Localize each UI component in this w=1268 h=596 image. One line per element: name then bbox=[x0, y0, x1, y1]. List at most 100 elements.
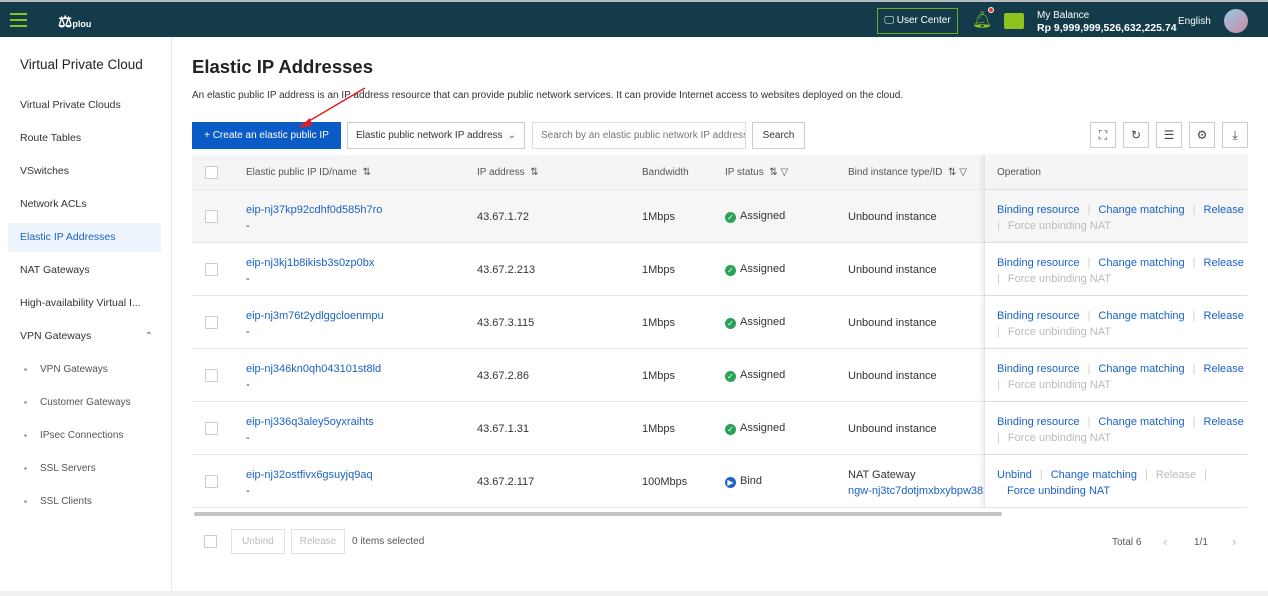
bell-icon[interactable]: 🔔︎ bbox=[972, 12, 993, 29]
unbind-link[interactable]: Unbind bbox=[997, 469, 1032, 481]
select-all-checkbox[interactable] bbox=[205, 166, 218, 179]
release-link[interactable]: Release bbox=[1203, 310, 1244, 322]
change-matching-link[interactable]: Change matching bbox=[1098, 363, 1185, 375]
operation-cell: Binding resource | Change matching | Release… bbox=[984, 296, 1248, 348]
change-matching-link[interactable]: Change matching bbox=[1050, 469, 1137, 481]
filter-select-value: Elastic public network IP address bbox=[356, 130, 503, 141]
change-matching-link[interactable]: Change matching bbox=[1098, 416, 1185, 428]
binding-resource-link[interactable]: Binding resource bbox=[997, 363, 1080, 375]
release-link[interactable]: Release bbox=[1155, 469, 1197, 481]
header-name[interactable]: Elastic public IP ID/name ⇅ bbox=[246, 167, 371, 178]
change-matching-link[interactable]: Change matching bbox=[1098, 310, 1185, 322]
create-eip-button[interactable]: + Create an elastic public IP bbox=[192, 122, 341, 149]
sidebar-sub-ssl-servers[interactable]: SSL Servers bbox=[8, 454, 161, 483]
wallet-icon[interactable] bbox=[1004, 13, 1024, 29]
footer-select-all-checkbox[interactable] bbox=[204, 535, 217, 548]
user-center-button[interactable]: 🖵 User Center bbox=[877, 8, 958, 34]
fullscreen-icon[interactable]: ⛶ bbox=[1090, 122, 1116, 148]
logo[interactable]: ⚖plou bbox=[58, 14, 92, 31]
download-icon[interactable]: ⤓ bbox=[1222, 122, 1248, 148]
force-unbind-link[interactable]: Force unbinding NAT bbox=[1007, 379, 1111, 391]
table-row: eip-nj32ostfivx6gsuyjq9aq - 43.67.2.117 … bbox=[192, 455, 1248, 508]
sidebar-item-route-tables[interactable]: Route Tables bbox=[20, 132, 82, 144]
refresh-icon[interactable]: ↻ bbox=[1123, 122, 1149, 148]
release-link[interactable]: Release bbox=[1203, 416, 1244, 428]
eip-id-link[interactable]: eip-nj32ostfivx6gsuyjq9aq bbox=[246, 469, 373, 481]
filter-select[interactable]: Elastic public network IP address ⌄ bbox=[347, 122, 525, 149]
operation-cell: Binding resource | Change matching | Release… bbox=[984, 402, 1248, 454]
change-matching-link[interactable]: Change matching bbox=[1098, 257, 1185, 269]
page-indicator: 1/1 bbox=[1194, 537, 1208, 548]
force-unbind-link[interactable]: Force unbinding NAT bbox=[1007, 485, 1111, 497]
header-status[interactable]: IP status ⇅ ▽ bbox=[725, 167, 789, 178]
sidebar-item-vswitches[interactable]: VSwitches bbox=[20, 165, 70, 177]
prev-page-icon[interactable]: ‹ bbox=[1163, 534, 1168, 549]
search-input[interactable] bbox=[532, 122, 746, 149]
release-link[interactable]: Release bbox=[1203, 257, 1244, 269]
row-checkbox[interactable] bbox=[205, 263, 218, 276]
sidebar-item-nat-gateways[interactable]: NAT Gateways bbox=[20, 264, 90, 276]
binding-resource-link[interactable]: Binding resource bbox=[997, 204, 1080, 216]
sidebar-item-havip[interactable]: High-availability Virtual I... bbox=[20, 297, 141, 309]
row-checkbox[interactable] bbox=[205, 369, 218, 382]
notification-dot bbox=[988, 7, 994, 13]
status: ✓ Assigned bbox=[725, 263, 785, 276]
language-selector[interactable]: English bbox=[1178, 16, 1211, 27]
release-button[interactable]: Release bbox=[291, 529, 345, 554]
ip-address: 43.67.2.213 bbox=[477, 264, 536, 276]
eip-name: - bbox=[246, 220, 250, 232]
sidebar-item-network-acls[interactable]: Network ACLs bbox=[20, 198, 87, 210]
bind-id-link[interactable]: ngw-nj3tc7dotjmxbxybpw382 bbox=[848, 485, 990, 497]
sidebar: Virtual Private Cloud Virtual Private Cl… bbox=[0, 37, 172, 596]
ip-address: 43.67.1.31 bbox=[477, 423, 529, 435]
sidebar-sub-customer-gateways[interactable]: Customer Gateways bbox=[8, 388, 161, 417]
binding-resource-link[interactable]: Binding resource bbox=[997, 310, 1080, 322]
sidebar-sub-vpn-gateways[interactable]: VPN Gateways bbox=[8, 355, 161, 384]
force-unbind-link[interactable]: Force unbinding NAT bbox=[1007, 273, 1111, 285]
header-ip[interactable]: IP address ⇅ bbox=[477, 167, 539, 178]
ip-address: 43.67.3.115 bbox=[477, 317, 535, 329]
chevron-down-icon: ⌄ bbox=[507, 130, 516, 141]
sidebar-sub-ipsec[interactable]: IPsec Connections bbox=[8, 421, 161, 450]
bandwidth: 1Mbps bbox=[642, 264, 676, 276]
row-checkbox[interactable] bbox=[205, 422, 218, 435]
binding-resource-link[interactable]: Binding resource bbox=[997, 416, 1080, 428]
header-bind[interactable]: Bind instance type/ID ⇅ ▽ bbox=[848, 167, 967, 178]
eip-id-link[interactable]: eip-nj37kp92cdhf0d585h7ro bbox=[246, 204, 383, 216]
balance-value: Rp 9,999,999,526,632,225.74 bbox=[1037, 22, 1177, 34]
header-operation: Operation bbox=[997, 167, 1041, 178]
force-unbind-link[interactable]: Force unbinding NAT bbox=[1007, 432, 1111, 444]
eip-id-link[interactable]: eip-nj336q3aley5oyxraihts bbox=[246, 416, 374, 428]
horizontal-scrollbar[interactable] bbox=[194, 512, 1002, 516]
status: ✓ Assigned bbox=[725, 316, 785, 329]
release-link[interactable]: Release bbox=[1203, 363, 1244, 375]
force-unbind-link[interactable]: Force unbinding NAT bbox=[1007, 326, 1111, 338]
menu-icon[interactable] bbox=[10, 13, 27, 27]
sidebar-item-vpn-gateways-group[interactable]: VPN Gateways ⌃ bbox=[8, 322, 161, 351]
avatar[interactable] bbox=[1224, 9, 1248, 33]
row-checkbox[interactable] bbox=[205, 316, 218, 329]
eip-id-link[interactable]: eip-nj3kj1b8ikisb3s0zp0bx bbox=[246, 257, 375, 269]
gear-icon[interactable]: ⚙ bbox=[1189, 122, 1215, 148]
force-unbind-link[interactable]: Force unbinding NAT bbox=[1007, 220, 1111, 232]
row-checkbox[interactable] bbox=[205, 210, 218, 223]
sidebar-item-vpcs[interactable]: Virtual Private Clouds bbox=[20, 99, 121, 111]
header-operation-cell: Operation bbox=[984, 155, 1248, 189]
row-checkbox[interactable] bbox=[205, 475, 218, 488]
next-page-icon[interactable]: › bbox=[1232, 534, 1237, 549]
sidebar-item-elastic-ip[interactable]: Elastic IP Addresses bbox=[8, 223, 161, 252]
table-row: eip-nj336q3aley5oyxraihts - 43.67.1.31 1… bbox=[192, 402, 1248, 455]
binding-resource-link[interactable]: Binding resource bbox=[997, 257, 1080, 269]
eip-id-link[interactable]: eip-nj346kn0qh043101st8ld bbox=[246, 363, 382, 375]
unbind-button[interactable]: Unbind bbox=[231, 529, 285, 554]
sidebar-sub-ssl-clients[interactable]: SSL Clients bbox=[8, 487, 161, 516]
release-link[interactable]: Release bbox=[1203, 204, 1244, 216]
sidebar-group-label: VPN Gateways bbox=[20, 330, 92, 342]
eip-id-link[interactable]: eip-nj3m76t2ydlggcloenmpu bbox=[246, 310, 384, 322]
search-button[interactable]: Search bbox=[752, 122, 805, 149]
columns-icon[interactable]: ☰ bbox=[1156, 122, 1182, 148]
bind-type: Unbound instance bbox=[848, 317, 937, 329]
status: ▶ Bind bbox=[725, 475, 762, 488]
change-matching-link[interactable]: Change matching bbox=[1098, 204, 1185, 216]
header-bandwidth: Bandwidth bbox=[642, 167, 689, 178]
